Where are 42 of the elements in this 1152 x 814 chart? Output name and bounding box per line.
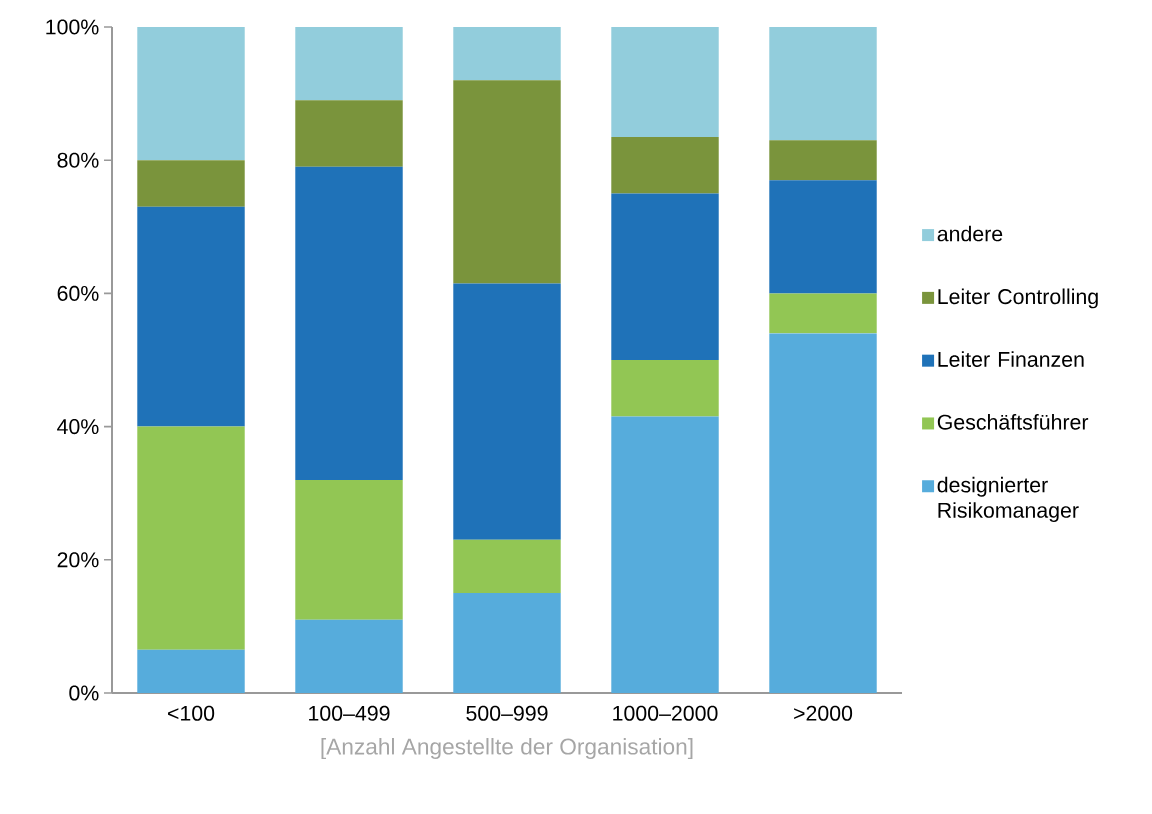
bar [295,166,403,480]
bar [769,333,877,693]
y-tick-label: 100% [46,19,99,35]
bar [453,26,561,81]
y-tick-label: 80% [57,152,99,168]
x-tick-label: 100–499 [309,705,390,721]
legend-label: Geschäftsführer [937,414,1089,430]
bar [295,26,403,101]
y-tick-label: 60% [57,285,99,301]
legend-label: Leiter Finanzen [938,351,1084,367]
legend-label: andere [937,225,1003,242]
x-tick-label: 1000–2000 [613,705,718,721]
bar [295,619,403,693]
bar [137,26,245,161]
bar [137,426,245,650]
bar [137,649,245,693]
y-tick-label: 40% [57,419,99,435]
bar [611,136,719,194]
bar [295,100,403,167]
x-tick-label: >2000 [794,705,853,721]
bar [769,293,877,334]
bar [295,479,403,620]
bar [769,26,877,141]
bar [611,193,719,360]
y-tick-label: 0% [69,685,99,701]
bar [453,539,561,594]
bar [453,593,561,693]
bar [611,360,719,417]
x-tick-label: 500–999 [466,705,548,721]
x-tick-label: <100 [168,705,215,721]
y-tick-label: 20% [57,552,99,568]
bar [453,80,561,284]
bar [769,140,877,181]
bar [769,180,877,294]
legend-label: Leiter Controlling [938,288,1098,309]
legend-label: designierter Risikomanager [937,476,1079,523]
bar [137,160,245,207]
bar [611,416,719,693]
bar [453,283,561,540]
bar [611,26,719,137]
bar [137,206,245,427]
x-axis-title: [Anzahl Angestellte der Organisation] [321,737,693,760]
